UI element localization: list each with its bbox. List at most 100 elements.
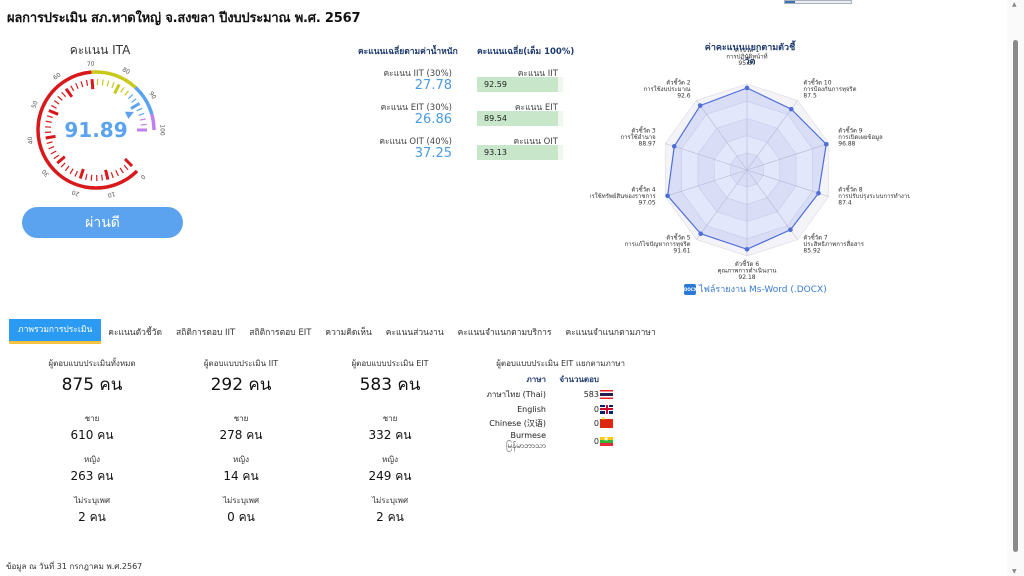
count-column-header: จำนวนตอบ <box>559 375 599 384</box>
radar-label-line: ตัวชี้วัด 5 <box>666 232 691 242</box>
china-flag-icon <box>600 416 613 428</box>
radar-axis <box>696 169 748 240</box>
full-score-label: คะแนน IIT <box>517 69 558 79</box>
radar-label-line: ตัวชี้วัด 2 <box>666 76 691 86</box>
download-docx-label: ไฟล์รายงาน Ms-Word (.DOCX) <box>699 285 827 295</box>
respondents-eit: ผู้ตอบแบบประเมิน EIT 583 คน ชาย 332 คน ห… <box>320 357 460 527</box>
weighted-score: 27.78 <box>414 78 452 93</box>
thailand-flag-icon <box>600 390 613 399</box>
full-score-header: คะแนนเฉลี่ย(เต็ม 100%) <box>477 47 575 57</box>
weighted-score: 37.25 <box>414 146 452 161</box>
gauge-pointer-icon <box>124 111 134 119</box>
gauge-major-tick <box>48 109 59 116</box>
tab-eit-stats[interactable]: สถิติการตอบ EIT <box>249 328 312 338</box>
radar-label-line: ตัวชี้วัด 1 <box>735 50 760 54</box>
gauge-tick-label: 90 <box>147 90 157 100</box>
top-progress-fill <box>785 1 795 3</box>
gauge-minor-tick <box>111 82 115 89</box>
gauge-minor-tick <box>85 173 88 181</box>
tab-language-scores[interactable]: คะแนนจำแนกตามภาษา <box>565 328 656 338</box>
scrollbar-thumb[interactable] <box>1013 40 1018 552</box>
radar-indicator-label: ตัวชี้วัด 2 การใช้งบประมาณ 92.6 <box>643 76 691 99</box>
radar-label-line: ตัวชี้วัด 3 <box>631 124 656 134</box>
gauge-band <box>91 70 137 89</box>
gauge-minor-tick <box>53 100 60 105</box>
gauge-minor-tick <box>85 79 89 86</box>
female-count: 14 คน <box>223 469 259 483</box>
tab-unit-scores[interactable]: คะแนนส่วนงาน <box>385 328 444 338</box>
gauge-major-tick <box>45 134 56 140</box>
radar-indicator-label: ตัวชี้วัด 1 การปฏิบัติหน้าที่ 95.37 <box>726 50 767 67</box>
indicator-radar-chart: ตัวชี้วัด 1 การปฏิบัติหน้าที่ 95.37ตัวชี้ว… <box>590 50 910 280</box>
score-bar-remainder <box>558 77 563 92</box>
radar-value-label: 85.92 <box>803 248 820 255</box>
gauge-major-tick <box>90 79 95 90</box>
gauge-tick-label: 70 <box>87 60 95 68</box>
table-row: Chinese (汉语) 0 <box>470 416 614 430</box>
male-count: 278 คน <box>219 428 263 442</box>
scroll-down-arrow-icon[interactable]: ▼ <box>1012 568 1017 575</box>
gauge-minor-tick <box>51 104 57 109</box>
gauge-minor-tick <box>140 123 147 126</box>
male-count: 332 คน <box>368 428 412 442</box>
gauge-minor-tick <box>74 170 79 177</box>
radar-indicator-label: ตัวชี้วัด 3 การใช้อำนาจ 88.97 <box>621 124 656 147</box>
gauge-minor-tick <box>64 165 70 172</box>
radar-label-line: ตัวชี้วัด 7 <box>803 232 828 242</box>
full-score-label: คะแนน OIT <box>513 137 558 147</box>
full-score-value: 93.13 <box>477 145 558 160</box>
gauge-minor-tick <box>115 170 119 177</box>
radar-value-label: 87.5 <box>803 92 817 99</box>
radar-value-label: 91.61 <box>673 248 690 255</box>
gauge-minor-tick <box>120 87 125 93</box>
language-count: 0 <box>593 418 599 428</box>
radar-data-point <box>665 193 670 199</box>
gauge-minor-tick <box>46 115 53 119</box>
radar-label-line: ตัวชี้วัด 4 <box>631 184 656 194</box>
radar-label-line: การแก้ไขปัญหาการทุจริต <box>625 240 691 248</box>
gauge-minor-tick <box>46 141 53 145</box>
unspecified-count: 2 คน <box>376 510 404 524</box>
unspecified-count: 0 คน <box>227 510 255 524</box>
gauge-minor-tick <box>45 120 52 123</box>
language-name: English <box>517 404 546 414</box>
gauge-tick-label: 60 <box>52 71 62 81</box>
radar-label-line: ตัวชี้วัด 10 <box>803 76 831 86</box>
unspecified-label: ไม่ระบุเพศ <box>371 496 409 505</box>
tab-comments[interactable]: ความคิดเห็น <box>325 328 372 338</box>
language-name: Burmese မြန်မာဘာသာ <box>506 431 546 450</box>
radar-label-line: การใช้ทรัพย์สินของราชการ <box>590 192 656 200</box>
radar-axis <box>665 169 748 197</box>
result-badge-button[interactable]: ผ่านดี <box>22 207 183 238</box>
score-row-oit: คะแนน OIT (40%) 37.25 คะแนน OIT 93.13 <box>352 134 572 168</box>
tab-service-scores[interactable]: คะแนนจำแนกตามบริการ <box>457 328 552 338</box>
gauge-minor-tick <box>119 167 124 174</box>
gauge-minor-tick <box>131 98 137 103</box>
male-label: ชาย <box>84 414 100 423</box>
tab-overview[interactable]: ภาพรวมการประเมิน <box>9 319 102 344</box>
tab-iit-stats[interactable]: สถิติการตอบ IIT <box>175 328 236 338</box>
radar-value-label: 97.05 <box>639 200 656 207</box>
gauge-minor-tick <box>101 174 103 181</box>
scroll-up-arrow-icon[interactable]: ▲ <box>1012 1 1017 8</box>
tab-indicator-scores[interactable]: คะแนนตัวชี้วัด <box>108 328 162 338</box>
gauge-tick-label: 30 <box>41 168 51 178</box>
gauge-minor-tick <box>90 174 93 181</box>
radar-axis <box>696 100 748 171</box>
download-docx-link[interactable]: DOCX ไฟล์รายงาน Ms-Word (.DOCX) <box>684 282 827 296</box>
radar-label-line: การป้องกันการทุจริต <box>803 86 856 93</box>
data-as-of-footer: ข้อมูล ณ วันที่ 31 กรกฎาคม พ.ศ.2567 <box>6 562 143 571</box>
gauge-band <box>150 113 156 131</box>
radar-indicator-label: ตัวชี้วัด 4 การใช้ทรัพย์สินของราชการ 97.05 <box>590 184 656 207</box>
female-label: หญิง <box>84 455 100 464</box>
language-name: ภาษาไทย (Thai) <box>486 390 546 399</box>
weighted-score: 26.86 <box>414 112 452 127</box>
radar-data-point <box>788 106 794 112</box>
radar-data-point <box>671 144 677 149</box>
gauge-minor-tick <box>57 95 63 101</box>
respondents-total: ผู้ตอบแบบประเมินทั้งหมด 875 คน ชาย 610 ค… <box>22 357 162 527</box>
score-bar-remainder <box>558 145 563 160</box>
vertical-scrollbar[interactable]: ▲ ▼ <box>1007 0 1024 576</box>
ita-gauge: 0 10 20 30 40 50 60 70 80 90 100 <box>27 60 166 198</box>
radar-label-line: ตัวชี้วัด 9 <box>838 124 863 134</box>
